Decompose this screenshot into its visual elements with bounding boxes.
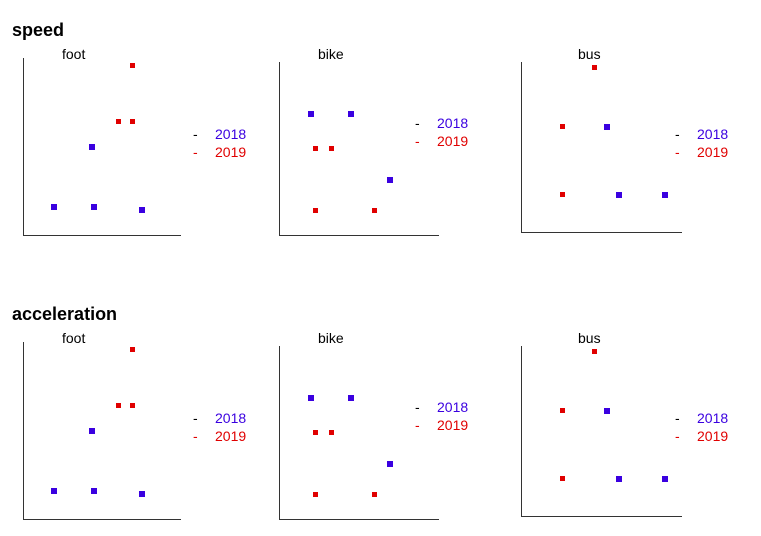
data-point-2018 <box>90 487 97 494</box>
legend-dash: - <box>193 428 198 444</box>
legend-item-2018: - 2018 <box>193 125 273 143</box>
legend: - 2018 - 2019 <box>193 409 273 445</box>
data-point-2018 <box>615 475 622 482</box>
data-point-2019 <box>130 403 136 409</box>
legend-item-2019: - 2019 <box>193 427 273 445</box>
data-point-2018 <box>347 110 354 117</box>
data-point-2019 <box>313 430 319 435</box>
data-point-2019 <box>130 62 136 68</box>
data-point-2019 <box>116 403 122 409</box>
data-point-2019 <box>371 208 377 214</box>
section-title-acceleration: acceleration <box>12 304 118 324</box>
legend-dash: - <box>415 115 420 131</box>
data-point-2018 <box>307 394 314 401</box>
legend-dash: - <box>675 126 680 142</box>
chart-title: bus <box>578 46 601 62</box>
legend-item-2019: - 2019 <box>675 143 755 161</box>
data-point-2019 <box>328 146 334 151</box>
data-point-2019 <box>313 146 319 151</box>
chart-title: foot <box>62 46 86 62</box>
data-point-2018 <box>139 491 146 498</box>
legend-dash: - <box>193 144 198 160</box>
legend: - 2018 - 2019 <box>415 114 495 150</box>
legend-label: 2018 <box>215 126 247 142</box>
data-point-2018 <box>139 207 146 214</box>
data-point-2018 <box>347 394 354 401</box>
data-point-2018 <box>387 460 394 467</box>
data-point-2019 <box>592 64 598 70</box>
data-point-2018 <box>51 203 58 210</box>
legend-item-2018: - 2018 <box>675 125 755 143</box>
data-point-2019 <box>116 119 122 125</box>
legend-item-2018: - 2018 <box>415 114 495 132</box>
data-point-2018 <box>662 191 668 198</box>
data-point-2019 <box>313 208 319 214</box>
legend-item-2019: - 2019 <box>415 416 495 434</box>
chart-axes <box>279 346 439 520</box>
legend-dash: - <box>415 133 420 149</box>
legend: - 2018 - 2019 <box>675 125 755 161</box>
data-point-2019 <box>328 430 334 435</box>
legend-label: 2018 <box>215 410 247 426</box>
legend: - 2018 - 2019 <box>675 409 755 445</box>
legend-label: 2018 <box>697 410 729 426</box>
data-point-2018 <box>90 203 97 210</box>
legend-dash: - <box>193 126 198 142</box>
legend-item-2019: - 2019 <box>675 427 755 445</box>
legend-item-2019: - 2019 <box>415 132 495 150</box>
legend-item-2018: - 2018 <box>193 409 273 427</box>
chart-title: bike <box>318 46 344 62</box>
legend-dash: - <box>675 410 680 426</box>
chart-title: foot <box>62 330 86 346</box>
legend-label: 2018 <box>437 399 469 415</box>
legend-label: 2019 <box>437 417 469 433</box>
data-point-2019 <box>130 346 136 352</box>
data-point-2018 <box>615 191 622 198</box>
chart-title: bike <box>318 330 344 346</box>
data-point-2019 <box>560 124 566 130</box>
data-point-2019 <box>592 348 598 354</box>
legend-dash: - <box>675 144 680 160</box>
data-point-2018 <box>604 123 611 130</box>
data-point-2018 <box>89 143 96 150</box>
data-point-2018 <box>89 427 96 434</box>
legend-label: 2018 <box>437 115 469 131</box>
section-title-speed: speed <box>12 20 65 40</box>
legend-label: 2019 <box>215 428 247 444</box>
data-point-2019 <box>560 408 566 414</box>
legend: - 2018 - 2019 <box>193 125 273 161</box>
chart-axes <box>23 342 181 520</box>
legend-label: 2019 <box>697 428 729 444</box>
legend-item-2018: - 2018 <box>415 398 495 416</box>
chart-title: bus <box>578 330 601 346</box>
legend-dash: - <box>675 428 680 444</box>
legend-item-2019: - 2019 <box>193 143 273 161</box>
data-point-2019 <box>560 476 566 482</box>
data-point-2018 <box>387 176 394 183</box>
chart-axes <box>279 62 439 236</box>
data-point-2019 <box>371 492 377 498</box>
legend-dash: - <box>415 399 420 415</box>
data-point-2018 <box>604 407 611 414</box>
chart-axes <box>521 346 682 517</box>
chart-axes <box>23 58 181 236</box>
data-point-2019 <box>313 492 319 498</box>
data-point-2018 <box>51 487 58 494</box>
legend-label: 2019 <box>697 144 729 160</box>
data-point-2019 <box>130 119 136 125</box>
legend-dash: - <box>193 410 198 426</box>
legend-item-2018: - 2018 <box>675 409 755 427</box>
chart-axes <box>521 62 682 233</box>
legend-label: 2019 <box>215 144 247 160</box>
data-point-2018 <box>662 475 668 482</box>
data-point-2018 <box>307 110 314 117</box>
legend-label: 2018 <box>697 126 729 142</box>
data-point-2019 <box>560 192 566 198</box>
legend-label: 2019 <box>437 133 469 149</box>
legend: - 2018 - 2019 <box>415 398 495 434</box>
legend-dash: - <box>415 417 420 433</box>
